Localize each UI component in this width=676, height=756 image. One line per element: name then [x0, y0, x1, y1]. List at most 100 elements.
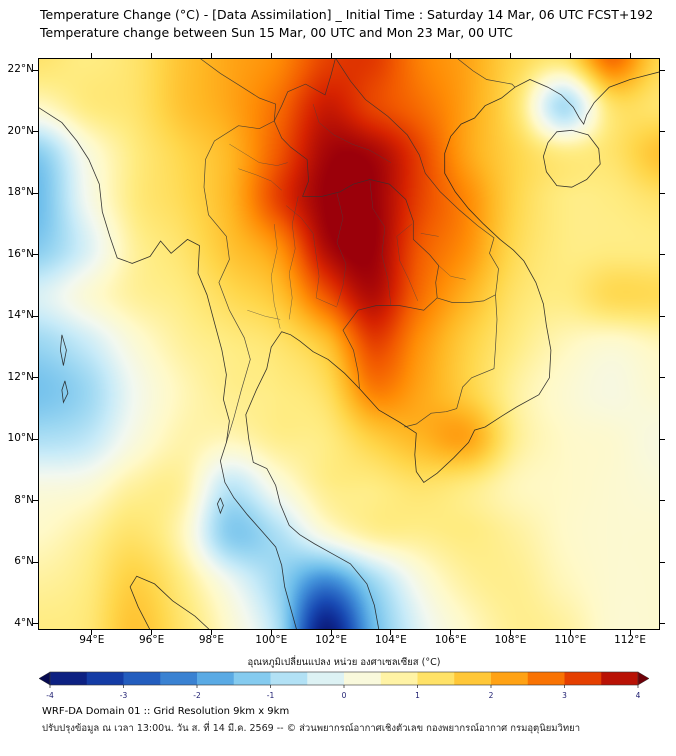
- footer-update-info: ปรับปรุงข้อมูล ณ เวลา 13:00น. วัน ส. ที่…: [42, 723, 581, 734]
- y-axis-tick-label: 22°N: [7, 63, 34, 76]
- y-axis-tick-label: 14°N: [7, 309, 34, 322]
- border-path: [270, 224, 281, 329]
- border-path: [437, 294, 496, 303]
- y-axis-tickmark-right: [660, 438, 665, 440]
- page-title: Temperature Change (°C) - [Data Assimila…: [40, 7, 654, 22]
- y-axis-tick-label: 6°N: [14, 555, 34, 568]
- y-axis-tickmark-right: [660, 69, 665, 71]
- border-path: [229, 143, 288, 166]
- y-axis-tickmark-right: [660, 500, 665, 502]
- x-axis-tickmark-top: [629, 53, 631, 58]
- colorbar-segment: [344, 672, 382, 685]
- border-path: [199, 58, 277, 122]
- y-axis-tickmark-right: [660, 315, 665, 317]
- y-axis-tick-label: 10°N: [7, 432, 34, 445]
- y-axis-tickmark-right: [660, 561, 665, 563]
- colorbar-segment: [307, 672, 345, 685]
- border-path: [286, 205, 338, 308]
- x-axis-tick-label: 112°E: [614, 634, 647, 646]
- y-axis-tickmark-right: [660, 192, 665, 194]
- x-axis-tick-label: 104°E: [374, 634, 407, 646]
- y-axis-tick-label: 4°N: [14, 616, 34, 629]
- colorbar-tick-label: -4: [46, 691, 54, 700]
- colorbar-tick-label: -3: [120, 691, 128, 700]
- colorbar-segment: [454, 672, 492, 685]
- border-path: [369, 180, 392, 306]
- border-path: [273, 58, 336, 122]
- colorbar-segment: [270, 672, 308, 685]
- x-axis-tickmark: [210, 630, 212, 635]
- border-path: [59, 334, 67, 366]
- colorbar-tick-label: 1: [415, 691, 420, 700]
- border-path: [203, 120, 275, 443]
- y-axis-tickmark-right: [660, 254, 665, 256]
- y-axis-tickmark-right: [660, 131, 665, 133]
- temperature-heatmap-canvas: [38, 58, 660, 630]
- colorbar-segment: [491, 672, 529, 685]
- border-path: [61, 380, 69, 404]
- colorbar-over-arrow: [637, 671, 650, 686]
- y-axis-tickmark: [33, 623, 38, 625]
- x-axis-tickmark: [569, 630, 571, 635]
- colorbar-title: อุณหภูมิเปลี่ยนแปลง หน่วย องศาเซลเซียส (…: [247, 657, 441, 668]
- y-axis-tickmark: [33, 192, 38, 194]
- x-axis-tickmark: [270, 630, 272, 635]
- y-axis-tick-label: 20°N: [7, 124, 34, 137]
- colorbar-segment: [417, 672, 455, 685]
- border-path: [456, 58, 516, 88]
- y-axis-tickmark: [33, 561, 38, 563]
- plot-frame: [38, 58, 660, 630]
- border-path: [247, 309, 281, 320]
- y-axis-tickmark-right: [660, 377, 665, 379]
- colorbar-segment: [123, 672, 161, 685]
- border-path: [273, 120, 440, 298]
- y-axis-tick-label: 8°N: [14, 493, 34, 506]
- y-axis-tickmark-right: [660, 623, 665, 625]
- colorbar-segment: [197, 672, 235, 685]
- colorbar-segment: [50, 672, 88, 685]
- colorbar-segment: [601, 672, 639, 685]
- colorbar-segment: [380, 672, 418, 685]
- x-axis-tick-label: 96°E: [139, 634, 165, 646]
- x-axis-tick-label: 102°E: [315, 634, 348, 646]
- border-path: [312, 104, 392, 163]
- x-axis-tick-label: 110°E: [554, 634, 587, 646]
- x-axis-tick-label: 108°E: [494, 634, 527, 646]
- y-axis-tick-label: 16°N: [7, 247, 34, 260]
- border-path: [38, 106, 298, 630]
- page-subtitle: Temperature change between Sun 15 Mar, 0…: [40, 25, 513, 40]
- colorbar-tick-label: -2: [193, 691, 201, 700]
- x-axis-tick-label: 100°E: [255, 634, 288, 646]
- x-axis-tick-label: 94°E: [79, 634, 105, 646]
- border-path: [342, 297, 438, 389]
- y-axis-tickmark: [33, 315, 38, 317]
- x-axis-tickmark-top: [330, 53, 332, 58]
- colorbar: -4 -3 -2 -1 0 1 2 3 4: [38, 671, 650, 700]
- border-path: [245, 71, 660, 630]
- x-axis-tickmark-top: [509, 53, 511, 58]
- y-axis-tickmark: [33, 377, 38, 379]
- y-axis-tickmark: [33, 500, 38, 502]
- footer-domain-info: WRF-DA Domain 01 :: Grid Resolution 9km …: [42, 706, 290, 717]
- x-axis-tick-label: 106°E: [434, 634, 467, 646]
- x-axis-tickmark: [91, 630, 93, 635]
- x-axis-tickmark: [330, 630, 332, 635]
- map-plot-area: [38, 58, 660, 630]
- x-axis-tickmark: [151, 630, 153, 635]
- x-axis-tickmark-top: [270, 53, 272, 58]
- x-axis-tickmark: [390, 630, 392, 635]
- colorbar-segment: [233, 672, 271, 685]
- border-path: [542, 129, 601, 188]
- colorbar-tick-label: 2: [489, 691, 494, 700]
- x-axis-tickmark: [450, 630, 452, 635]
- colorbar-segment: [160, 672, 198, 685]
- x-axis-tickmark: [629, 630, 631, 635]
- colorbar-tick-label: 4: [636, 691, 641, 700]
- country-borders-overlay: [38, 58, 660, 630]
- border-path: [336, 193, 347, 306]
- border-path: [129, 575, 211, 630]
- colorbar-tick-label: 0: [342, 691, 347, 700]
- y-axis-tick-label: 12°N: [7, 370, 34, 383]
- border-path: [335, 58, 499, 428]
